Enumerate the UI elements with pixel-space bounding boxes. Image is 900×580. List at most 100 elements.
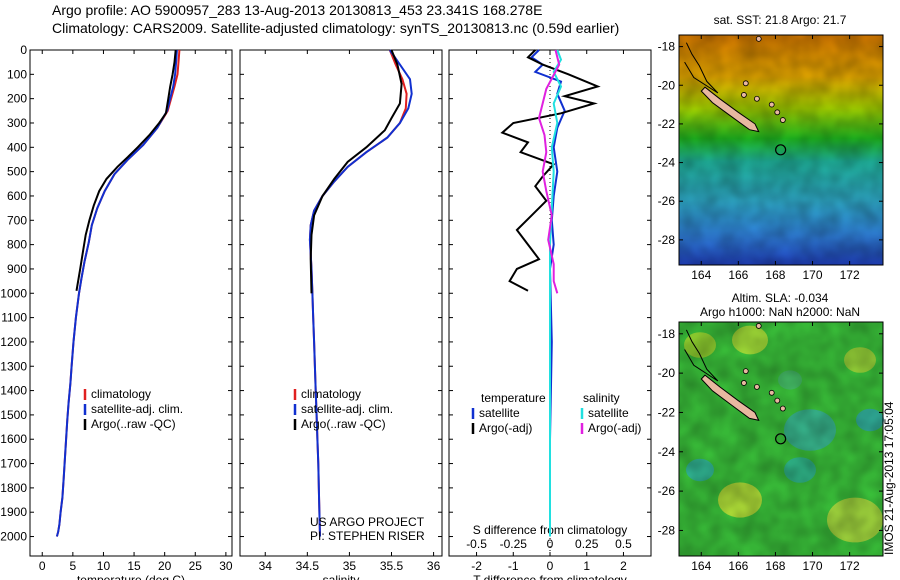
island bbox=[774, 109, 781, 116]
reef-outline bbox=[684, 42, 719, 94]
map-x-tick-label: 166 bbox=[728, 559, 748, 573]
map-y-tick-label: -26 bbox=[658, 194, 676, 208]
island bbox=[779, 405, 786, 412]
map-x-tick-label: 170 bbox=[803, 268, 823, 282]
x-tick-label: 0 bbox=[547, 559, 554, 573]
profile-panel-2: 34 34.5 35 35.5 36 salinity climatologysatelli… bbox=[239, 49, 443, 580]
legend-entry: climatology bbox=[301, 387, 361, 401]
y-tick-label: 100 bbox=[7, 67, 27, 81]
island bbox=[755, 35, 762, 42]
map-y-tick-label: -22 bbox=[658, 405, 676, 419]
x-tick-label: 35.5 bbox=[380, 559, 404, 573]
series-line-3 bbox=[309, 49, 403, 294]
series-line-2 bbox=[308, 49, 413, 537]
chart-title-line2: Climatology: CARS2009. Satellite-adjuste… bbox=[52, 20, 620, 36]
new-caledonia-landmass bbox=[700, 86, 760, 133]
island bbox=[768, 389, 775, 396]
panel-frame bbox=[239, 49, 443, 557]
y-tick-label: 1500 bbox=[0, 408, 27, 422]
y-tick-label: 1400 bbox=[0, 384, 27, 398]
map-y-tick-label: -28 bbox=[658, 523, 676, 537]
top-tick-label: 0.5 bbox=[615, 537, 632, 551]
y-tick-label: 400 bbox=[7, 140, 27, 154]
y-tick-label: 600 bbox=[7, 189, 27, 203]
y-tick-label: 200 bbox=[7, 92, 27, 106]
x-tick-label: 10 bbox=[97, 559, 111, 573]
legend-entry: Argo(..raw -QC) bbox=[301, 417, 386, 431]
legend-entry: Argo(-adj) bbox=[479, 421, 532, 435]
y-tick-label: 900 bbox=[7, 262, 27, 276]
y-tick-label: 500 bbox=[7, 165, 27, 179]
imos-timestamp: IMOS 21-Aug-2013 17:05:04 bbox=[882, 401, 896, 555]
island bbox=[741, 380, 747, 386]
y-tick-label: 1700 bbox=[0, 457, 27, 471]
legend-header-temperature: temperature bbox=[481, 391, 546, 405]
x-tick-label: 15 bbox=[127, 559, 141, 573]
series-line-4 bbox=[537, 49, 561, 294]
x-tick-label: 2 bbox=[620, 559, 627, 573]
y-tick-label: 800 bbox=[7, 238, 27, 252]
map-frame bbox=[678, 34, 884, 266]
argo-position-marker bbox=[775, 144, 787, 156]
legend-entry: satellite-adj. clim. bbox=[91, 402, 183, 416]
legend-header-salinity: salinity bbox=[583, 391, 620, 405]
map-x-tick-label: 166 bbox=[728, 268, 748, 282]
y-tick-label: 1800 bbox=[0, 481, 27, 495]
y-tick-label: 1900 bbox=[0, 505, 27, 519]
map-x-tick-label: 168 bbox=[765, 559, 785, 573]
top-tick-label: -0.25 bbox=[500, 537, 528, 551]
island bbox=[774, 397, 781, 404]
map-y-tick-label: -20 bbox=[658, 78, 676, 92]
x-tick-label: -1 bbox=[508, 559, 519, 573]
map-texture bbox=[679, 35, 883, 265]
x-axis-label: temperature (deg C) bbox=[77, 573, 185, 580]
x-axis-label: salinity bbox=[323, 573, 360, 580]
x-tick-label: 5 bbox=[70, 559, 77, 573]
island bbox=[779, 117, 786, 123]
map-y-tick-label: -22 bbox=[658, 117, 676, 131]
x-tick-label: 34 bbox=[259, 559, 273, 573]
map-y-tick-label: -24 bbox=[658, 156, 676, 170]
new-caledonia-landmass bbox=[700, 374, 760, 421]
y-tick-label: 1000 bbox=[0, 286, 27, 300]
x-tick-label: 34.5 bbox=[296, 559, 320, 573]
profile-panel-1: 0100200300400500600700800900100011001200… bbox=[0, 43, 233, 580]
sst-map: 164 166 168 170 172 -18 -20 -22 -24 -26 -28 bbox=[658, 34, 884, 282]
project-annotation: US ARGO PROJECT bbox=[310, 515, 425, 529]
y-tick-label: 1600 bbox=[0, 432, 27, 446]
top-tick-label: -0.5 bbox=[466, 537, 487, 551]
legend-entry: Argo(-adj) bbox=[588, 421, 641, 435]
map-y-tick-label: -26 bbox=[658, 484, 676, 498]
island bbox=[753, 383, 760, 390]
map-x-tick-label: 164 bbox=[691, 268, 711, 282]
legend-entry: satellite-adj. clim. bbox=[301, 402, 393, 416]
panel-frame bbox=[29, 49, 233, 557]
sla-map-subtitle: Argo h1000: NaN h2000: NaN bbox=[699, 305, 861, 319]
legend-entry: Argo(..raw -QC) bbox=[91, 417, 176, 431]
chart-title-line1: Argo profile: AO 5900957_283 13-Aug-2013… bbox=[52, 2, 543, 18]
x-tick-label: 25 bbox=[189, 559, 203, 573]
x-axis-label: T difference from climatology bbox=[473, 573, 627, 580]
island bbox=[742, 80, 749, 87]
legend-entry: climatology bbox=[91, 387, 151, 401]
y-tick-label: 1300 bbox=[0, 359, 27, 373]
map-y-tick-label: -24 bbox=[658, 445, 676, 459]
series-line-3 bbox=[75, 49, 177, 291]
top-tick-label: 0 bbox=[547, 537, 554, 551]
y-tick-label: 1100 bbox=[1, 311, 27, 325]
island bbox=[768, 101, 775, 108]
x-tick-label: 20 bbox=[158, 559, 172, 573]
x-tick-label: 36 bbox=[427, 559, 441, 573]
legend-entry: satellite bbox=[479, 406, 520, 420]
map-x-tick-label: 170 bbox=[803, 559, 823, 573]
map-texture bbox=[679, 322, 883, 556]
x-tick-label: 1 bbox=[583, 559, 590, 573]
island bbox=[753, 95, 760, 102]
map-x-tick-label: 168 bbox=[765, 268, 785, 282]
map-frame bbox=[678, 321, 884, 557]
sst-map-title: sat. SST: 21.8 Argo: 21.7 bbox=[713, 13, 847, 27]
y-tick-label: 1200 bbox=[0, 335, 27, 349]
island bbox=[755, 323, 762, 329]
legend-entry: satellite bbox=[588, 406, 629, 420]
